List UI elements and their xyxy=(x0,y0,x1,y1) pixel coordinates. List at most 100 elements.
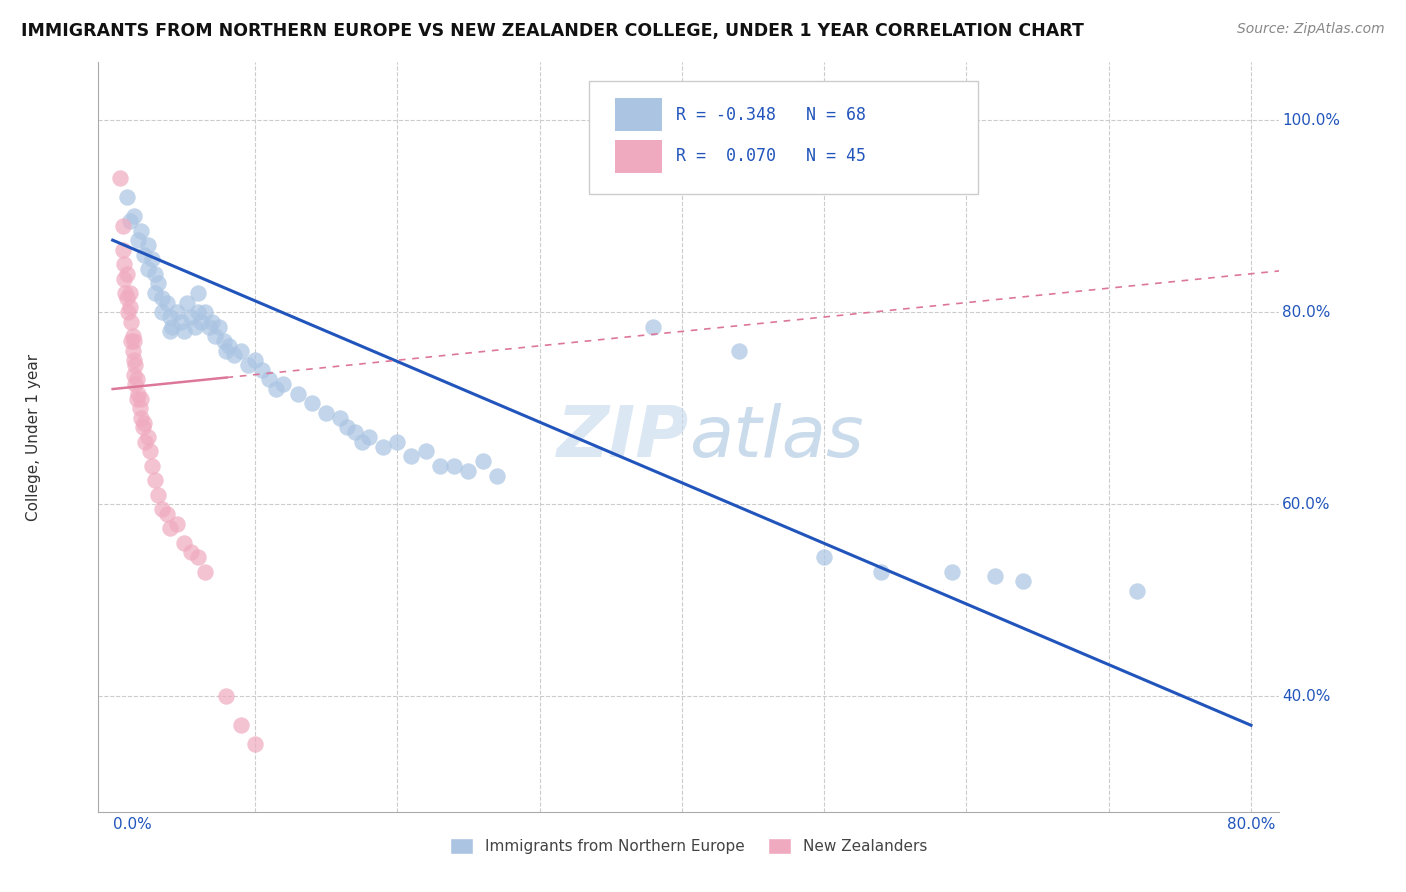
Point xyxy=(162,319,184,334)
Point xyxy=(143,473,166,487)
Point xyxy=(229,718,252,732)
Point xyxy=(148,277,170,291)
Text: College, Under 1 year: College, Under 1 year xyxy=(25,353,41,521)
Text: 100.0%: 100.0% xyxy=(1282,112,1340,128)
Point xyxy=(357,430,380,444)
Point xyxy=(118,301,141,315)
Point xyxy=(243,738,266,752)
Text: R = -0.348   N = 68: R = -0.348 N = 68 xyxy=(676,106,866,124)
Point xyxy=(187,550,209,565)
Text: 80.0%: 80.0% xyxy=(1282,305,1330,319)
Point xyxy=(727,343,749,358)
Point xyxy=(111,219,134,233)
Point xyxy=(129,223,152,237)
FancyBboxPatch shape xyxy=(614,140,662,172)
Point xyxy=(166,516,188,531)
Point xyxy=(180,545,202,559)
Point xyxy=(136,238,159,252)
Point xyxy=(141,252,163,267)
Point xyxy=(984,569,1007,583)
Point xyxy=(122,353,145,368)
Text: atlas: atlas xyxy=(689,402,863,472)
Point xyxy=(159,521,181,535)
Point xyxy=(201,315,224,329)
Point xyxy=(215,343,238,358)
Point xyxy=(121,329,143,343)
Point xyxy=(1126,583,1149,598)
Point xyxy=(457,464,479,478)
Point xyxy=(120,315,142,329)
Point xyxy=(131,420,153,434)
Point xyxy=(194,305,217,319)
Point xyxy=(266,382,288,396)
Text: Source: ZipAtlas.com: Source: ZipAtlas.com xyxy=(1237,22,1385,37)
Text: ZIP: ZIP xyxy=(557,402,689,472)
FancyBboxPatch shape xyxy=(589,81,979,194)
FancyBboxPatch shape xyxy=(614,98,662,131)
Point xyxy=(415,444,437,458)
Point xyxy=(125,372,148,386)
Point xyxy=(198,319,221,334)
Point xyxy=(371,440,394,454)
Point xyxy=(257,372,280,386)
Point xyxy=(132,247,155,261)
Text: 0.0%: 0.0% xyxy=(112,816,152,831)
Point xyxy=(208,319,231,334)
Point xyxy=(125,392,148,406)
Point xyxy=(187,305,209,319)
Point xyxy=(941,565,963,579)
Point xyxy=(127,387,149,401)
Point xyxy=(159,325,181,339)
Point xyxy=(122,209,145,223)
Text: R =  0.070   N = 45: R = 0.070 N = 45 xyxy=(676,147,866,165)
Point xyxy=(159,310,181,324)
Point xyxy=(173,325,195,339)
Point xyxy=(287,387,309,401)
Point xyxy=(118,285,141,300)
Point xyxy=(156,295,179,310)
Point xyxy=(124,358,146,372)
Point xyxy=(118,214,141,228)
Point xyxy=(180,310,202,324)
Point xyxy=(429,458,451,473)
Point xyxy=(215,690,238,704)
Point xyxy=(170,315,193,329)
Point xyxy=(184,319,207,334)
Point xyxy=(148,488,170,502)
Point xyxy=(166,305,188,319)
Point xyxy=(243,353,266,368)
Point xyxy=(315,406,337,420)
Point xyxy=(122,334,145,348)
Point xyxy=(132,416,155,430)
Point xyxy=(143,285,166,300)
Point xyxy=(120,334,142,348)
Point xyxy=(122,368,145,382)
Point xyxy=(222,348,245,362)
Text: 60.0%: 60.0% xyxy=(1282,497,1331,512)
Point xyxy=(229,343,252,358)
Point xyxy=(350,434,373,449)
Point xyxy=(152,291,174,305)
Point xyxy=(194,565,217,579)
Text: 80.0%: 80.0% xyxy=(1227,816,1275,831)
Text: IMMIGRANTS FROM NORTHERN EUROPE VS NEW ZEALANDER COLLEGE, UNDER 1 YEAR CORRELATI: IMMIGRANTS FROM NORTHERN EUROPE VS NEW Z… xyxy=(21,22,1084,40)
Point xyxy=(387,434,409,449)
Point xyxy=(1012,574,1035,589)
Point xyxy=(136,430,159,444)
Point xyxy=(129,410,152,425)
Point xyxy=(401,450,423,464)
Point xyxy=(156,507,179,521)
Point xyxy=(143,267,166,281)
Point xyxy=(173,535,195,549)
Point xyxy=(115,190,138,204)
Point xyxy=(301,396,323,410)
Point xyxy=(870,565,893,579)
Point xyxy=(115,291,138,305)
Point xyxy=(112,257,135,271)
Point xyxy=(443,458,465,473)
Point xyxy=(127,233,149,247)
Point xyxy=(141,458,163,473)
Point xyxy=(190,315,212,329)
Point xyxy=(485,468,508,483)
Point xyxy=(204,329,226,343)
